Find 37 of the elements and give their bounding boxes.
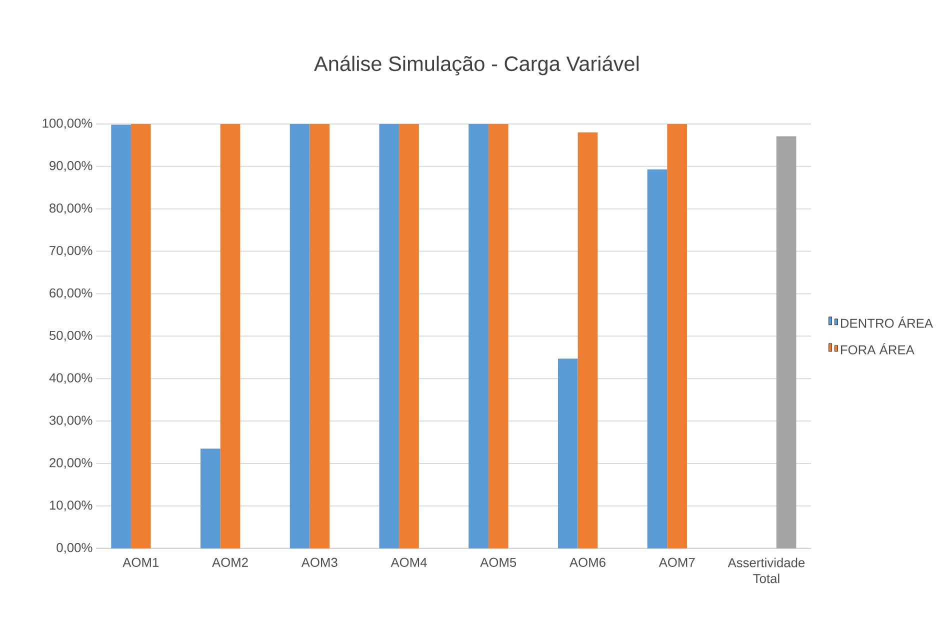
y-tick-label: 10,00% — [50, 500, 92, 512]
legend-label: FORA ÁREA — [840, 343, 914, 355]
y-tick-label: 90,00% — [50, 161, 92, 172]
bar — [776, 136, 796, 549]
bar — [468, 124, 488, 549]
bar — [647, 170, 668, 549]
x-tick-label: AOM3 — [301, 558, 338, 568]
x-tick-label: AOM2 — [212, 558, 248, 568]
x-tick-label: AOM6 — [569, 558, 606, 568]
x-tick-label: AOM4 — [390, 558, 427, 568]
bar — [578, 132, 598, 549]
y-tick-label: 80,00% — [50, 204, 92, 214]
bar — [488, 124, 508, 549]
chart-title: Análise Simulação - Carga Variável — [314, 56, 639, 76]
bar — [399, 124, 419, 549]
y-tick-label: 0,00% — [56, 543, 92, 554]
y-tick-label: 30,00% — [49, 416, 92, 427]
bar — [111, 125, 131, 549]
y-tick-label: 70,00% — [50, 246, 92, 257]
bar — [200, 448, 220, 549]
y-tick-label: 20,00% — [50, 458, 92, 470]
bar — [310, 124, 330, 549]
bar — [130, 124, 151, 549]
bar — [667, 124, 688, 549]
bar — [379, 124, 400, 549]
bar — [220, 124, 240, 549]
y-tick-label: 60,00% — [50, 288, 92, 300]
y-tick-label: 50,00% — [49, 331, 92, 342]
x-tick-label: AOM1 — [122, 558, 159, 568]
x-tick-label: Assertividade Total — [728, 558, 805, 584]
bar — [290, 124, 310, 549]
bar — [558, 358, 578, 549]
y-tick-label: 40,00% — [49, 373, 92, 384]
y-tick-label: 100,00% — [42, 118, 92, 130]
x-tick-label: AOM7 — [658, 558, 695, 568]
x-tick-label: AOM5 — [480, 558, 516, 568]
legend-label: DENTRO ÁREA — [840, 316, 933, 328]
